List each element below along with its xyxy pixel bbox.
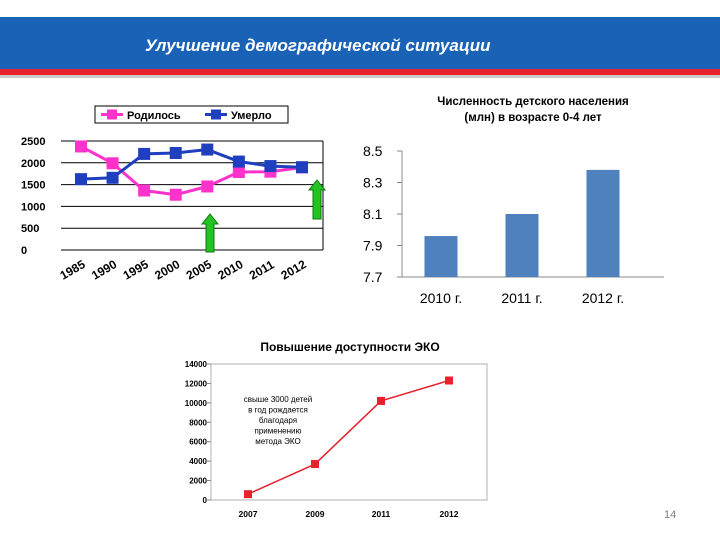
data-point — [106, 171, 119, 184]
y-tick-label: 2000 — [21, 158, 45, 170]
y-tick-label: 1000 — [21, 201, 45, 213]
bar — [505, 214, 539, 277]
bar — [424, 236, 458, 277]
x-tick-label: 1985 — [58, 257, 88, 283]
green-arrow-2012 — [307, 179, 327, 220]
bar — [586, 169, 620, 277]
y-tick-label: 10000 — [185, 399, 208, 408]
legend-marker — [211, 109, 221, 120]
annotation-line: в год рождается — [248, 406, 308, 415]
x-tick-label: 2010 — [215, 257, 245, 283]
data-point — [169, 146, 182, 159]
y-tick-label: 7.9 — [363, 238, 383, 254]
chart-title: Повышение доступности ЭКО — [260, 340, 439, 354]
x-tick-label: 2009 — [306, 509, 325, 519]
data-point — [296, 161, 308, 174]
x-tick-label: 2000 — [152, 257, 182, 283]
chart-title-line1: Численность детского населения — [437, 96, 628, 108]
green-arrow-2010 — [200, 213, 220, 253]
x-tick-label: 2007 — [239, 509, 258, 519]
data-point — [232, 155, 245, 168]
x-tick-label: 2005 — [184, 257, 214, 283]
header-banner: Улучшение демографической ситуации — [0, 0, 720, 78]
x-tick-label: 2012 — [279, 257, 309, 283]
data-point — [264, 160, 277, 173]
x-tick-label: 2011 — [372, 509, 391, 519]
data-point — [244, 490, 252, 499]
series-line — [247, 379, 450, 495]
x-tick-label: 1990 — [89, 257, 119, 283]
y-tick-label: 2000 — [189, 477, 207, 486]
x-tick-label: 2011 — [247, 257, 277, 282]
page-title: Улучшение демографической ситуации — [145, 36, 491, 55]
data-point — [232, 165, 245, 178]
annotation-line: свыше 3000 детей — [244, 395, 312, 404]
y-tick-label: 1500 — [21, 180, 45, 192]
y-tick-label: 7.7 — [363, 269, 383, 285]
header-red-stripe — [0, 69, 720, 75]
y-tick-label: 8.5 — [363, 143, 383, 159]
data-point — [75, 140, 87, 153]
data-point — [311, 460, 319, 469]
y-tick-label: 0 — [203, 496, 208, 505]
annotation-line: метода ЭКО — [255, 437, 300, 446]
annotation-line: благодаря — [259, 416, 297, 425]
y-tick-label: 8.1 — [363, 206, 383, 222]
y-tick-label: 0 — [21, 245, 27, 257]
y-tick-label: 12000 — [185, 379, 208, 388]
data-point — [106, 157, 119, 170]
legend-label: Умерло — [231, 110, 272, 122]
legend-box — [94, 105, 289, 124]
data-point — [201, 180, 214, 193]
x-tick-label: 2012 г. — [582, 290, 624, 306]
data-point — [169, 188, 182, 201]
annotation-text: свыше 3000 детей в год рождается благодаря… — [244, 395, 312, 446]
y-tick-label: 8000 — [189, 418, 207, 427]
data-point — [445, 376, 453, 385]
data-point — [138, 184, 151, 197]
y-tick-label: 8.3 — [363, 175, 383, 191]
header-top-band — [0, 0, 720, 17]
x-tick-label: 2010 г. — [420, 290, 462, 306]
header-blue-band — [0, 17, 720, 69]
y-tick-label: 500 — [21, 223, 39, 235]
page-number: 14 — [664, 509, 677, 521]
chart-title-line2: (млн) в возрасте 0-4 лет — [464, 112, 602, 124]
y-tick-label: 14000 — [185, 360, 208, 369]
data-point — [201, 143, 214, 156]
data-point — [138, 147, 151, 160]
y-tick-label: 6000 — [189, 438, 207, 447]
legend-marker — [107, 109, 117, 120]
data-point — [377, 396, 385, 405]
y-tick-label: 2500 — [21, 136, 45, 148]
x-tick-label: 2011 г. — [501, 290, 542, 306]
x-tick-label: 2012 — [440, 509, 459, 519]
y-tick-label: 4000 — [189, 457, 207, 466]
x-tick-label: 1995 — [121, 257, 151, 283]
legend-label: Родилось — [127, 110, 181, 122]
header-grey-stripe — [0, 75, 720, 78]
data-point — [75, 173, 87, 186]
annotation-line: применению — [255, 427, 302, 436]
